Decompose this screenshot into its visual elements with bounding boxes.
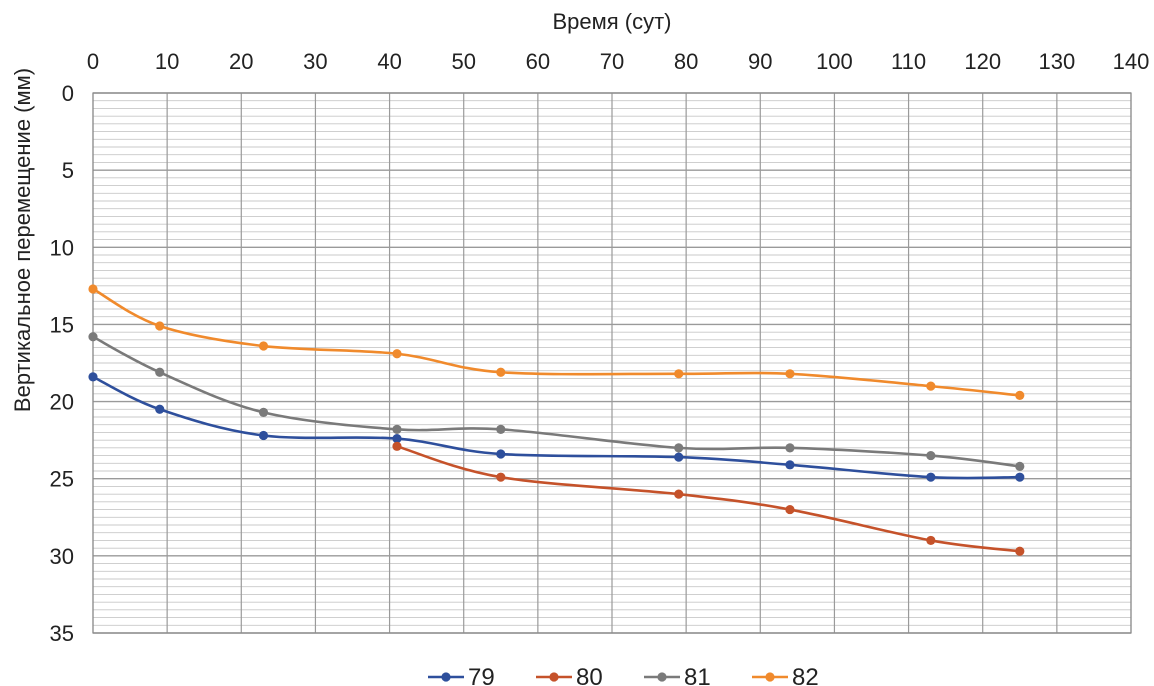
data-point-82 (155, 321, 165, 331)
data-point-79 (88, 372, 98, 382)
data-point-80 (496, 472, 506, 482)
data-point-82 (392, 349, 402, 359)
series-line-80 (395, 445, 1022, 553)
x-tick-label: 130 (1038, 49, 1075, 74)
data-point-79 (926, 472, 936, 482)
series-line-81 (91, 335, 1022, 468)
series-81 (88, 332, 1025, 471)
y-tick-label: 10 (50, 235, 74, 260)
legend-item-80: 80 (536, 664, 603, 686)
data-point-79 (785, 460, 795, 470)
data-point-79 (1015, 472, 1025, 482)
data-point-80 (674, 489, 684, 499)
plot-border (92, 92, 1132, 634)
data-point-79 (155, 404, 165, 414)
data-point-82 (496, 367, 506, 377)
legend-item-81: 81 (644, 664, 711, 686)
y-tick-label: 5 (62, 158, 74, 183)
y-tick-label: 20 (50, 390, 74, 415)
legend-label: 82 (792, 664, 819, 686)
data-point-79 (674, 452, 684, 462)
legend-marker-icon (765, 672, 775, 682)
y-tick-label: 0 (62, 81, 74, 106)
x-tick-label: 0 (87, 49, 99, 74)
x-tick-label: 100 (816, 49, 853, 74)
x-tick-label: 70 (600, 49, 624, 74)
data-point-81 (926, 450, 936, 461)
legend-item-79: 79 (428, 664, 495, 686)
legend-label: 81 (684, 664, 711, 686)
series-82 (88, 284, 1025, 400)
data-point-81 (785, 443, 795, 453)
plot-grid (92, 92, 1132, 634)
data-point-80 (1015, 546, 1025, 556)
data-point-82 (258, 341, 269, 351)
x-tick-label: 30 (303, 49, 327, 74)
series-line-79 (91, 375, 1022, 480)
legend-label: 80 (576, 664, 603, 686)
y-axis-title: Вертикальное перемещение (мм) (10, 68, 35, 412)
data-point-82 (785, 369, 795, 379)
y-tick-label: 15 (50, 312, 74, 337)
x-tick-label: 120 (964, 49, 1001, 74)
series-79 (88, 372, 1025, 482)
legend-item-82: 82 (752, 664, 819, 686)
data-point-81 (392, 424, 402, 434)
data-point-81 (88, 332, 98, 342)
data-point-82 (926, 381, 936, 391)
data-point-81 (155, 367, 165, 377)
data-point-80 (392, 441, 402, 451)
y-tick-label: 30 (50, 544, 74, 569)
y-tick-labels: 0 5 10 15 20 25 30 35 (50, 81, 74, 646)
x-tick-label: 90 (748, 49, 772, 74)
x-tick-labels: 0 10 20 30 40 50 60 70 80 90 100 110 120 130 140 (87, 49, 1149, 74)
x-tick-label: 110 (891, 49, 926, 74)
legend-marker-icon (549, 672, 559, 682)
x-axis-title: Время (сут) (552, 9, 671, 34)
data-point-82 (88, 284, 98, 294)
legend-marker-icon (657, 672, 667, 682)
data-point-79 (258, 430, 269, 441)
data-point-81 (1015, 461, 1025, 471)
legend: 79 80 81 82 (428, 664, 819, 686)
legend-marker-icon (441, 672, 451, 682)
data-point-80 (926, 535, 936, 546)
data-point-81 (258, 407, 269, 417)
data-point-80 (785, 504, 795, 515)
x-tick-label: 20 (229, 49, 253, 74)
data-point-81 (674, 443, 684, 453)
x-tick-label: 140 (1113, 49, 1150, 74)
x-tick-label: 80 (674, 49, 698, 74)
legend-label: 79 (468, 664, 495, 686)
y-tick-label: 25 (50, 467, 74, 492)
data-point-79 (496, 449, 506, 459)
x-tick-label: 60 (526, 49, 550, 74)
data-point-82 (674, 369, 684, 379)
x-tick-label: 50 (451, 49, 475, 74)
data-point-81 (496, 424, 506, 434)
series-layer (88, 284, 1025, 556)
data-point-79 (392, 434, 402, 444)
series-80 (392, 441, 1025, 556)
x-tick-label: 10 (155, 49, 179, 74)
x-tick-label: 40 (377, 49, 401, 74)
y-tick-label: 35 (50, 621, 74, 646)
data-point-82 (1015, 390, 1025, 400)
series-line-82 (91, 287, 1022, 397)
